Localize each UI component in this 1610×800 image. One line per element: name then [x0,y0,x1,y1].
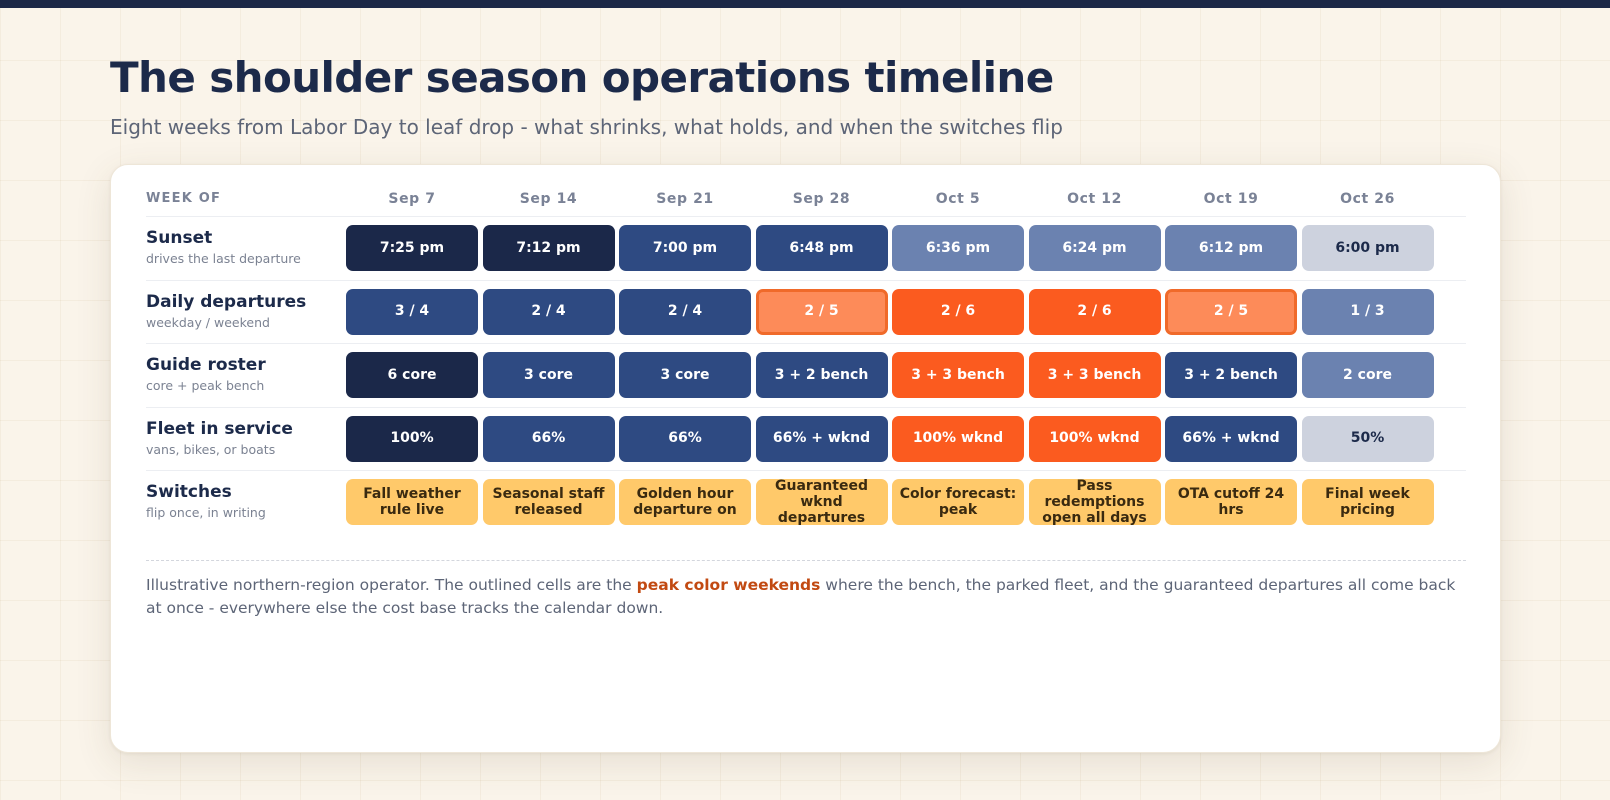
week-header-3: Sep 28 [792,191,851,207]
row-name: Daily departures [146,291,307,312]
week-header-6: Oct 19 [1203,191,1259,207]
timeline-cell: Fall weather rule live [346,479,478,525]
row-name: Guide roster [146,355,266,375]
row-separator [146,216,1466,217]
row-label-0: Sunset drives the last departure [146,228,301,266]
timeline-cell: Guaranteed wknd departures [755,478,888,526]
timeline-cell: 6:12 pm [1165,225,1297,271]
week-header-5: Oct 12 [1067,191,1122,207]
week-header-1: Sep 14 [519,191,578,207]
timeline-cell: OTA cutoff 24 hrs [1165,479,1297,525]
footnote-text-before: Illustrative northern-region operator. T… [146,576,637,594]
week-header-7: Oct 26 [1340,191,1395,207]
timeline-cell: Pass redemptions open all days [1028,478,1161,526]
timeline-cell: Final week pricing [1301,479,1434,525]
timeline-cell: Golden hour departure on [619,479,751,525]
timeline-cell: 50% [1301,415,1434,462]
week-of-label: WEEK OF [146,191,222,206]
footnote-divider [146,560,1466,561]
timeline-cell: 100% wknd [1028,415,1161,462]
row-separator [146,279,1466,281]
row-label-4: Switches flip once, in writing [146,482,266,520]
timeline-cell: 6 core [346,352,478,398]
week-header-row: WEEK OF Sep 7 Sep 14 Sep 21 Sep 28 Oct 5 Oct … [111,165,1500,219]
week-header-0: Sep 7 [388,191,436,207]
footnote: Illustrative northern-region operator. T… [146,574,1466,620]
timeline-cell: 6:24 pm [1028,225,1161,271]
row-separator [146,470,1466,471]
footnote-highlight: peak color weekends [636,576,821,594]
row-name: Fleet in service [146,418,293,439]
timeline-cell: 1 / 3 [1301,288,1434,335]
timeline-cell: 6:36 pm [892,225,1024,271]
row-label-2: Guide roster core + peak bench [146,355,266,393]
timeline-cell: 2 core [1301,352,1434,398]
row-subtitle: weekday / weekend [146,314,270,330]
timeline-card: WEEK OF Sep 7 Sep 14 Sep 21 Sep 28 Oct 5 Oct … [110,164,1501,753]
footnote-text-after: where the bench, the parked fleet, and t… [146,576,1456,617]
timeline-cell: 66% + wknd [755,415,888,462]
timeline-cell: 100% wknd [892,415,1024,462]
timeline-cell: 3 + 2 bench [755,352,888,398]
row-subtitle: core + peak bench [146,378,265,393]
timeline-cell: 66% + wknd [1165,415,1297,462]
timeline-cell: 3 + 2 bench [1165,352,1297,398]
page-subtitle: Eight weeks from Labor Day to leaf drop … [110,115,1063,139]
timeline-cell: 66% [619,415,751,462]
timeline-cell: 2 / 5 [1165,288,1297,335]
row-separator [146,406,1466,408]
row-label-3: Fleet in service vans, bikes, or boats [146,419,293,457]
row-subtitle: flip once, in writing [146,505,266,520]
timeline-cell: Seasonal staff released [482,479,615,525]
timeline-cell: 2 / 4 [619,288,751,335]
timeline-cell: 2 / 6 [1028,288,1161,335]
row-separator [146,343,1466,344]
timeline-cell: 2 / 6 [892,288,1024,335]
timeline-cell: 6:00 pm [1301,225,1434,271]
timeline-cell: Color forecast: peak [892,479,1024,525]
timeline-cell: 3 / 4 [346,288,478,335]
timeline-cell: 100% [346,415,478,462]
timeline-cell: 2 / 4 [482,288,615,335]
timeline-cell: 2 / 5 [755,288,888,335]
page-title: The shoulder season operations timeline [110,53,1054,102]
timeline-cell: 6:48 pm [755,225,888,271]
row-label-1: Daily departures weekday / weekend [146,292,306,330]
timeline-cell: 3 + 3 bench [1028,352,1161,398]
timeline-cell: 3 core [482,352,615,398]
week-header-2: Sep 21 [656,191,714,207]
timeline-cell: 7:12 pm [482,225,615,271]
row-subtitle: vans, bikes, or boats [146,441,276,457]
row-subtitle: drives the last departure [146,251,301,266]
row-name: Switches [146,482,232,502]
top-accent-bar [0,0,1610,8]
timeline-cell: 66% [482,415,615,462]
timeline-cell: 3 core [619,352,751,398]
timeline-cell: 7:00 pm [619,225,751,271]
row-name: Sunset [146,228,213,248]
week-header-4: Oct 5 [935,191,981,207]
timeline-cell: 3 + 3 bench [892,352,1024,398]
timeline-cell: 7:25 pm [346,225,478,271]
